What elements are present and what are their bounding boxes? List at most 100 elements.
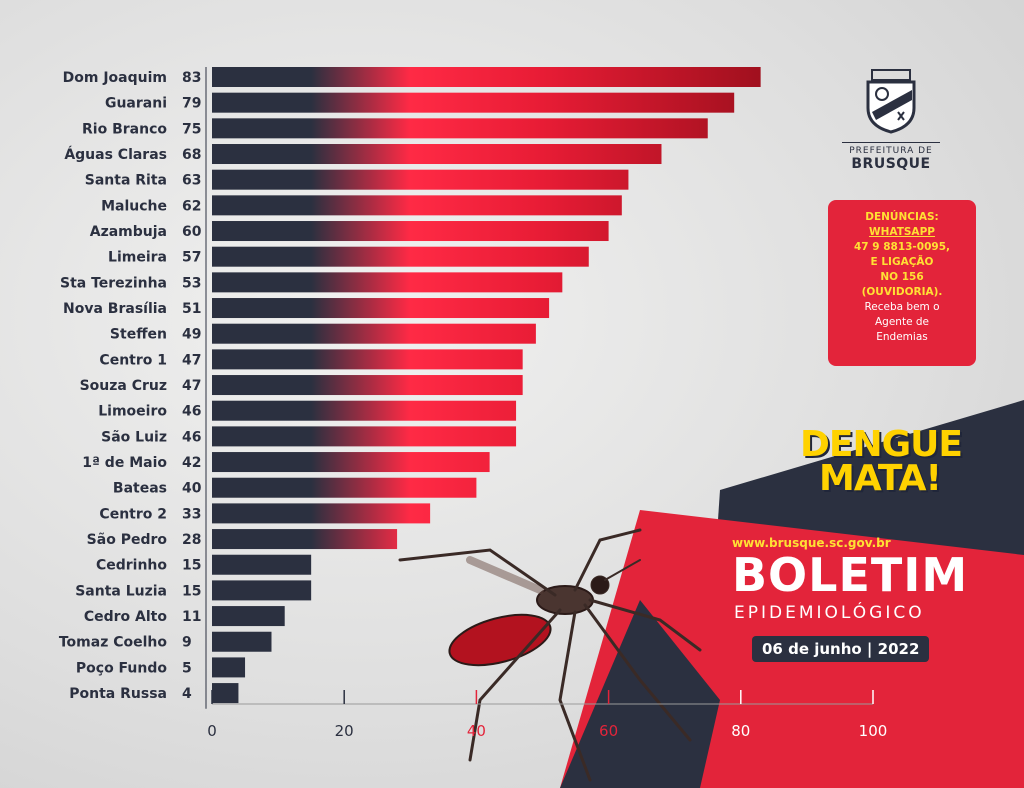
value-label: 46 <box>182 429 201 445</box>
category-label: Centro 1 <box>99 352 167 368</box>
navy-corner-shape <box>560 600 720 788</box>
category-label: Bateas <box>113 481 167 497</box>
notice-line6: (OUVIDORIA). <box>861 286 943 298</box>
value-label: 63 <box>182 173 201 189</box>
bar <box>212 606 285 627</box>
value-label: 11 <box>182 609 201 625</box>
x-tick-label: 60 <box>599 722 618 740</box>
value-label: 83 <box>182 70 201 86</box>
category-label: Cedro Alto <box>84 609 168 625</box>
logo-line2: BRUSQUE <box>851 156 931 172</box>
mosquito-illustration <box>398 528 702 782</box>
value-label: 47 <box>182 378 201 394</box>
bar <box>212 554 312 575</box>
category-label: Ponta Russa <box>69 686 167 702</box>
x-tick-label: 80 <box>731 722 750 740</box>
notice-line7: Receba bem o <box>864 301 940 313</box>
bar <box>212 683 239 704</box>
category-label: Cedrinho <box>96 558 167 574</box>
x-tick-label: 0 <box>207 722 217 740</box>
value-label: 40 <box>182 481 202 497</box>
bar <box>212 92 735 113</box>
bulletin-subtitle: EPIDEMIOLÓGICO <box>734 603 925 623</box>
bar <box>212 67 761 87</box>
complaints-notice: DENÚNCIAS: WHATSAPP 47 9 8813-0095, E LI… <box>828 200 976 366</box>
category-label: Limeira <box>108 250 167 266</box>
category-label: Rio Branco <box>82 121 167 137</box>
bar <box>212 631 272 652</box>
bar <box>212 298 550 319</box>
value-label: 28 <box>182 532 201 548</box>
bulletin-title: BOLETIM <box>732 548 969 602</box>
bar <box>212 400 517 421</box>
bar <box>212 349 523 370</box>
website-link[interactable]: www.brusque.sc.gov.br <box>732 536 891 550</box>
dengue-line2: MATA! <box>819 458 942 499</box>
bar <box>212 272 563 293</box>
notice-line1: DENÚNCIAS: <box>865 211 939 223</box>
category-labels: Dom Joaquim 83 Guarani 79 Rio Branco 75 Águas … <box>59 70 202 702</box>
value-label: 33 <box>182 506 201 522</box>
prefeitura-logo: PREFEITURA DE BRUSQUE <box>842 68 940 172</box>
category-label: Souza Cruz <box>80 378 167 394</box>
bar <box>212 503 431 524</box>
notice-line9: Endemias <box>876 331 928 343</box>
x-tick-label: 20 <box>335 722 354 740</box>
category-label: 1ª de Maio <box>82 455 167 471</box>
notice-line2: WHATSAPP <box>869 226 935 238</box>
category-label: Poço Fundo <box>76 660 167 676</box>
value-label: 42 <box>182 455 201 471</box>
category-label: Limoeiro <box>98 404 167 420</box>
category-label: Santa Rita <box>85 173 167 189</box>
bar <box>212 144 662 165</box>
bar <box>212 452 490 473</box>
bar <box>212 477 477 498</box>
category-label: São Luiz <box>101 429 167 445</box>
category-label: Azambuja <box>90 224 167 240</box>
notice-line3: 47 9 8813-0095, <box>853 241 951 253</box>
value-label: 57 <box>182 250 201 266</box>
bar <box>212 118 708 139</box>
value-label: 79 <box>182 96 201 112</box>
value-label: 9 <box>182 635 192 651</box>
value-label: 46 <box>182 404 201 420</box>
bar <box>212 657 246 678</box>
value-label: 51 <box>182 301 201 317</box>
category-label: Águas Claras <box>64 146 167 163</box>
notice-line5: NO 156 <box>880 271 924 283</box>
brusque-coat-of-arms-icon <box>866 69 916 134</box>
value-label: 5 <box>182 660 192 676</box>
value-label: 15 <box>182 558 201 574</box>
category-label: Dom Joaquim <box>63 70 167 86</box>
notice-line8: Agente de <box>874 316 929 328</box>
bar <box>212 246 589 267</box>
bar <box>212 195 622 216</box>
value-label: 15 <box>182 583 201 599</box>
bar <box>212 580 312 601</box>
value-label: 47 <box>182 352 201 368</box>
value-label: 4 <box>182 686 192 702</box>
category-label: Maluche <box>101 198 167 214</box>
dengue-mata-headline: DENGUE MATA! <box>800 427 963 499</box>
bars-group <box>212 67 761 704</box>
category-label: Steffen <box>110 327 167 343</box>
value-label: 75 <box>182 121 201 137</box>
value-label: 49 <box>182 327 201 343</box>
logo-line1: PREFEITURA DE <box>842 142 940 156</box>
notice-line4: E LIGAÇÃO <box>870 256 934 268</box>
bulletin-date: 06 de junho | 2022 <box>752 636 930 662</box>
bar <box>212 323 536 344</box>
value-label: 60 <box>182 224 202 240</box>
category-label: Santa Luzia <box>75 583 167 599</box>
category-label: São Pedro <box>87 532 168 548</box>
bar <box>212 529 398 550</box>
category-label: Guarani <box>105 96 167 112</box>
x-tick-label: 40 <box>467 722 486 740</box>
category-label: Tomaz Coelho <box>59 635 168 651</box>
x-axis: 0 20 40 60 80 100 <box>205 67 887 740</box>
category-label: Sta Terezinha <box>60 275 167 291</box>
bar <box>212 221 609 242</box>
bar <box>212 426 517 447</box>
